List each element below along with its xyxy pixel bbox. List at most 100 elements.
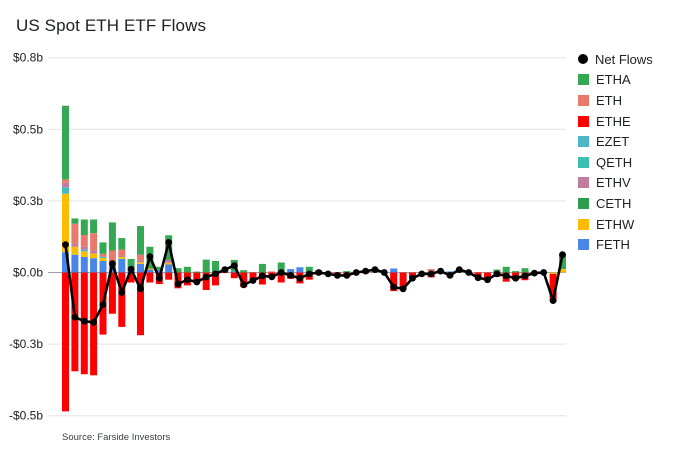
bar-segment-ethe xyxy=(62,272,69,412)
bar-segment-ceth xyxy=(62,105,69,108)
bar-segment-feth xyxy=(80,257,88,273)
y-axis-tick-label: $0.0b xyxy=(13,266,43,280)
bar-segment-etha xyxy=(183,266,191,273)
net-flows-point xyxy=(549,297,557,304)
net-flows-point xyxy=(343,272,351,279)
net-flows-point xyxy=(221,266,229,273)
net-flows-point xyxy=(165,239,173,246)
legend-label: QETH xyxy=(596,154,633,170)
bar-segment-eth xyxy=(80,235,88,247)
bar-segment-ethe xyxy=(165,272,173,280)
net-flows-point xyxy=(493,270,501,278)
bar-segment-ethw xyxy=(137,262,144,264)
net-flows-point xyxy=(174,280,182,288)
bar-segment-feth xyxy=(165,264,173,273)
source-attribution: Source: Farside Investors xyxy=(62,432,171,443)
net-flows-point xyxy=(380,269,388,276)
net-flows-point xyxy=(202,273,210,281)
bar-segment-etha xyxy=(127,259,135,269)
legend-item-net-flows: Net Flows xyxy=(578,49,653,70)
bar-segment-etha xyxy=(118,238,126,250)
bar-segment-feth xyxy=(390,268,398,273)
net-flows-point xyxy=(521,272,529,280)
bar-segment-eth xyxy=(99,253,107,257)
bar-segment-etha xyxy=(108,222,116,251)
bar-segment-etha xyxy=(99,242,107,254)
legend-label: ETHE xyxy=(596,113,631,129)
legend-label: ETHA xyxy=(596,72,631,88)
net-flows-point xyxy=(184,276,191,284)
bar-segment-ethe xyxy=(108,272,116,314)
bar-segment-feth xyxy=(230,271,238,273)
bar-segment-feth xyxy=(296,267,304,273)
net-flows-point xyxy=(540,269,548,276)
net-flows-point xyxy=(296,274,304,282)
legend-item-ethe: ETHE xyxy=(578,111,653,132)
bar-segment-etha xyxy=(155,266,163,270)
legend-item-ezet: EZET xyxy=(578,131,653,152)
bar-segment-ethw xyxy=(146,268,154,270)
net-flows-point xyxy=(465,269,473,276)
bar-segment-ethv xyxy=(165,259,173,263)
bar-segment-ethe xyxy=(240,272,248,288)
legend-swatch-icon xyxy=(578,239,589,251)
bar-segment-etha xyxy=(343,271,351,273)
bar-segment-feth xyxy=(146,269,154,273)
y-axis-tick-label: $0.5b xyxy=(13,122,43,136)
bar-segment-ethw xyxy=(559,269,566,273)
net-flows-point xyxy=(240,281,248,289)
bar-segment-ethv xyxy=(118,255,126,257)
bar-segment-eth xyxy=(62,179,69,183)
bar-segment-ethw xyxy=(62,193,69,253)
bar-segment-ethe xyxy=(202,272,210,290)
bar-segment-ethw xyxy=(99,258,107,262)
chart-title: US Spot ETH ETF Flows xyxy=(16,16,207,35)
legend-label: CETH xyxy=(596,195,632,211)
bar-segment-etha xyxy=(202,259,210,273)
net-flows-point xyxy=(531,269,538,277)
bar-segment-feth xyxy=(118,258,126,273)
bar-segment-etha xyxy=(240,270,248,273)
bar-segment-ethe xyxy=(249,272,257,281)
legend-swatch-icon xyxy=(578,115,589,127)
net-flows-point xyxy=(446,272,454,279)
bar-segment-ethv xyxy=(90,250,98,254)
legend-item-ethv: ETHV xyxy=(578,173,653,194)
net-flows-point xyxy=(249,277,257,284)
bar-segment-ethe xyxy=(277,272,285,283)
net-flows-point xyxy=(315,269,323,276)
bar-segment-etha xyxy=(512,271,520,273)
net-flows-point xyxy=(371,266,379,273)
bar-segment-etha xyxy=(174,268,182,273)
bar-segment-feth xyxy=(155,269,163,273)
bar-segment-eth xyxy=(108,250,116,264)
bar-segment-etha xyxy=(71,218,79,224)
legend-swatch-icon xyxy=(578,197,589,209)
net-flows-point xyxy=(62,241,69,249)
net-flows-point xyxy=(90,318,97,326)
net-flows-point xyxy=(80,317,88,325)
bar-segment-etha xyxy=(277,262,285,273)
bar-segment-ethe xyxy=(137,272,144,336)
bar-segment-etha xyxy=(212,261,219,273)
net-flows-point xyxy=(324,270,332,278)
net-flows-point xyxy=(155,274,163,282)
bar-segment-ethe xyxy=(212,272,219,286)
bar-segment-etha xyxy=(502,266,510,273)
bar-segment-ethe xyxy=(118,272,126,327)
chart-legend: Net Flows ETHA ETH ETHE EZET QETH ETHV CETH ETHW… xyxy=(578,49,653,255)
bar-segment-ethw xyxy=(165,262,173,265)
legend-label: ETH xyxy=(596,92,622,108)
bar-segment-feth xyxy=(62,252,69,273)
bar-segment-ethw xyxy=(71,246,79,255)
bar-segment-etha xyxy=(137,226,144,255)
bar-segment-ethe xyxy=(146,272,154,283)
net-flows-point xyxy=(99,301,107,308)
bar-segment-etha xyxy=(258,263,266,273)
bar-segment-etha xyxy=(90,219,98,234)
bar-segment-ezet xyxy=(62,190,69,194)
net-flows-point xyxy=(109,260,116,267)
y-axis-tick-label: $0.3b xyxy=(13,194,43,208)
bar-segment-eth xyxy=(71,223,79,244)
